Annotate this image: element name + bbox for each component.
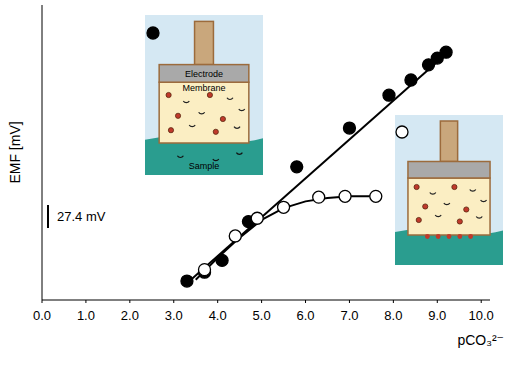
x-tick-label: 0.0 <box>33 308 51 323</box>
ion <box>414 184 419 189</box>
data-point <box>383 89 395 101</box>
sample-ion <box>177 156 183 158</box>
ion <box>213 129 218 134</box>
x-tick <box>393 300 394 303</box>
ionophore <box>470 190 476 192</box>
inset: Electrode Membrane Sample <box>145 15 263 175</box>
inset-background <box>145 15 263 175</box>
chart: 0.0 1.0 2.0 3.0 4.0 5.0 6.0 7.0 8.0 9.0 10.0 pCO₃²⁻… <box>0 0 508 371</box>
inset-background <box>395 115 503 265</box>
ionophore <box>189 125 195 127</box>
x-tick-label: 10.0 <box>469 308 494 323</box>
ion <box>207 92 212 97</box>
y-axis-label: EMF [mV] <box>7 121 23 183</box>
interface-ion <box>436 234 441 239</box>
sample-ion <box>236 153 242 155</box>
y-axis <box>42 5 43 300</box>
scale-bar-label: 27.4 mV <box>57 209 106 224</box>
data-point <box>229 230 241 242</box>
annotation: Membrane <box>182 83 225 93</box>
data-point <box>405 74 417 86</box>
membrane <box>408 178 490 235</box>
annotation: Electrode <box>185 69 223 79</box>
ion <box>423 204 428 209</box>
ionophore <box>444 203 450 205</box>
data-point <box>313 191 325 203</box>
legend-marker <box>147 27 159 39</box>
ionophore <box>183 101 189 103</box>
x-tick-label: 2.0 <box>121 308 139 323</box>
ionophore <box>476 217 482 219</box>
x-tick-label: 5.0 <box>253 308 271 323</box>
ionophore <box>227 98 233 100</box>
electrode <box>408 162 490 179</box>
data-point <box>370 190 382 202</box>
data-point <box>343 122 355 134</box>
data-point <box>440 46 452 58</box>
ion <box>166 92 171 97</box>
x-tick <box>349 300 350 303</box>
scale-bar <box>47 205 49 228</box>
x-axis-label: pCO₃²⁻ <box>457 332 504 348</box>
ion <box>464 207 469 212</box>
x-tick-label: 6.0 <box>296 308 314 323</box>
fit-line <box>196 196 376 279</box>
inset <box>395 115 503 265</box>
x-tick-label: 9.0 <box>428 308 446 323</box>
x-tick-label: 8.0 <box>384 308 402 323</box>
plot-data <box>181 46 452 287</box>
ion <box>416 217 421 222</box>
data-point <box>251 212 263 224</box>
x-tick-label: 1.0 <box>77 308 95 323</box>
ionophore <box>430 193 436 195</box>
x-tick <box>481 300 482 303</box>
x-tick-label: 4.0 <box>209 308 227 323</box>
data-point <box>181 275 193 287</box>
fit-line <box>187 54 446 283</box>
membrane <box>159 82 249 143</box>
ion <box>175 113 180 118</box>
ionophore <box>435 215 441 217</box>
x-tick <box>437 300 438 303</box>
x-tick <box>129 300 130 303</box>
legend-marker <box>396 126 408 138</box>
electrode-stem <box>440 121 457 162</box>
data-point <box>216 254 228 266</box>
interface-ion <box>457 234 462 239</box>
ionophore <box>199 112 205 114</box>
x-tick <box>42 300 43 303</box>
x-tick <box>305 300 306 303</box>
x-axis <box>42 300 490 301</box>
interface-ion <box>425 234 430 239</box>
ion <box>452 184 457 189</box>
ionophore <box>239 109 245 111</box>
data-point <box>291 161 303 173</box>
ion <box>457 219 462 224</box>
x-tick <box>173 300 174 303</box>
x-tick-label: 3.0 <box>165 308 183 323</box>
ionophore <box>234 127 240 129</box>
x-tick <box>85 300 86 303</box>
ionophore <box>481 200 487 202</box>
data-point <box>199 264 211 276</box>
x-tick-label: 7.0 <box>340 308 358 323</box>
ion <box>168 128 173 133</box>
interface-ion <box>468 234 473 239</box>
data-point <box>339 190 351 202</box>
electrode <box>159 65 249 83</box>
data-point <box>278 201 290 213</box>
annotation: Sample <box>189 161 220 171</box>
electrode-stem <box>195 21 214 64</box>
x-tick <box>261 300 262 303</box>
x-tick <box>217 300 218 303</box>
ion <box>220 116 225 121</box>
interface-ion <box>447 234 452 239</box>
